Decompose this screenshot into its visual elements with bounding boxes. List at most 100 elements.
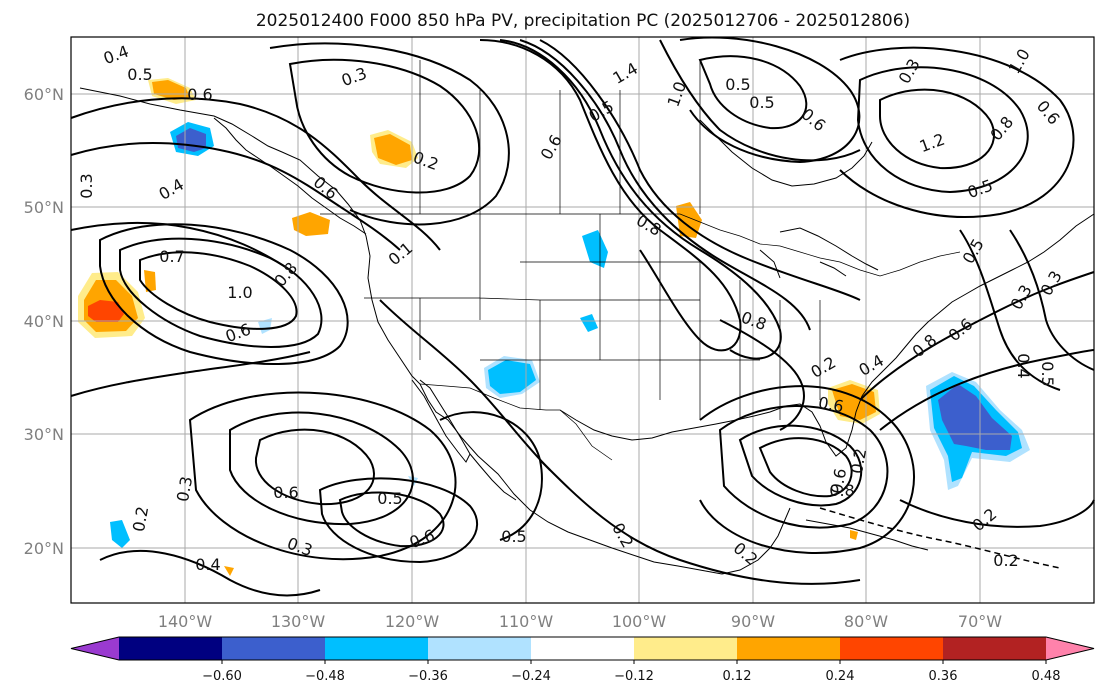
hudson-bay-coast — [699, 119, 873, 187]
lat-label: 50°N — [24, 198, 64, 217]
colorbar-tick-label: 0.48 — [1032, 669, 1061, 684]
pv-contour — [879, 349, 1095, 431]
pv-contour — [479, 39, 742, 352]
colorbar-bin — [737, 637, 841, 660]
colorbar-bin — [119, 637, 223, 660]
precip-positive-region — [144, 270, 156, 292]
pv-contours-dashed — [819, 507, 1061, 569]
precip-negative-region — [258, 318, 272, 334]
colorbar-extend-high — [1046, 637, 1094, 660]
lon-label: 140°W — [158, 612, 213, 631]
pv-contour — [679, 36, 861, 164]
colorbar-tick-label: −0.24 — [511, 669, 551, 684]
precip-positive-region — [292, 212, 330, 236]
pacific-coastline — [79, 87, 723, 575]
pv-contour — [738, 424, 863, 507]
latitude-labels: 60°N 50°N 40°N 30°N 20°N — [24, 85, 64, 558]
precip-positive-region — [224, 566, 234, 576]
precip-positive-region — [152, 80, 190, 100]
pv-contour — [318, 477, 478, 564]
colorbar-tick-label: 0.24 — [826, 669, 855, 684]
pv-contour — [698, 55, 808, 130]
colorbar-bin — [840, 637, 944, 660]
pv-contour — [659, 39, 861, 162]
us-mexico-border — [419, 383, 613, 461]
pv-contour — [99, 549, 321, 597]
lon-label: 90°W — [731, 612, 775, 631]
pv-contour — [119, 237, 323, 348]
colorbar-bin — [531, 637, 635, 660]
contour-label: 0.2 — [129, 505, 152, 533]
colorbar-tick-label: −0.60 — [202, 669, 242, 684]
colorbar-tick-label: 0.36 — [929, 669, 958, 684]
alaska-panhandle-coast — [213, 117, 367, 235]
baja-california-coast — [411, 379, 471, 463]
precip-negative-region — [488, 360, 536, 394]
lon-label: 70°W — [958, 612, 1002, 631]
pv-contour — [70, 351, 311, 397]
colorbar-bin — [428, 637, 532, 660]
longitude-labels: 140°W 130°W 120°W 110°W 100°W 90°W 80°W … — [158, 612, 1002, 631]
pv-contour — [139, 251, 298, 330]
precip-negative-region — [582, 230, 608, 268]
contour-label: 1.0 — [227, 283, 252, 302]
contour-label: 0.5 — [377, 489, 402, 508]
lon-label: 110°W — [499, 612, 554, 631]
colorbar-bin — [325, 637, 429, 660]
pv-contour — [719, 319, 805, 431]
pv-contour — [379, 299, 551, 471]
gridlines — [71, 37, 1094, 603]
contour-label: 0.7 — [159, 247, 184, 266]
cuba-coast — [805, 519, 929, 551]
contour-label: 0.3 — [173, 475, 196, 503]
colorbar-extend-low — [71, 637, 119, 660]
colorbar-tick-label: −0.36 — [408, 669, 448, 684]
pv-contour — [99, 223, 349, 366]
contour-label: 0.3 — [77, 173, 96, 198]
pv-contour — [338, 491, 445, 548]
precip-positive-region — [676, 202, 702, 238]
pv-contour — [254, 428, 375, 506]
contour-label: 0.4 — [1014, 353, 1033, 378]
lon-label: 130°W — [271, 612, 326, 631]
colorbar-bin — [943, 637, 1047, 660]
pv-contour-dashed — [819, 507, 1061, 569]
pv-contour — [269, 42, 510, 226]
pv-contour — [539, 39, 861, 301]
contour-label: 0.6 — [187, 85, 212, 104]
pv-contour — [758, 437, 853, 498]
contour-label: 0.5 — [127, 65, 152, 84]
pv-contour — [188, 391, 457, 561]
atlantic-coastline — [861, 213, 1095, 397]
lat-label: 20°N — [24, 539, 64, 558]
precip-negative-region — [580, 314, 598, 332]
pv-contour — [959, 229, 1061, 391]
pv-contour — [70, 97, 441, 251]
contour-label: 0.5 — [725, 75, 750, 94]
precip-positive-region — [850, 530, 858, 540]
contour-label: 0.5 — [501, 527, 526, 546]
colorbar-bin — [634, 637, 738, 660]
pv-contour — [70, 221, 291, 271]
map-panel: 0.4 0.5 0.6 0.3 0.4 1.0 0.7 0.8 0.6 0.3 … — [70, 36, 1095, 604]
gulf-of-california-coast — [469, 453, 517, 501]
pv-contour — [859, 271, 1095, 401]
contour-label: 0.5 — [1038, 361, 1057, 386]
lon-label: 120°W — [385, 612, 440, 631]
lat-label: 30°N — [24, 425, 64, 444]
pv-contour — [899, 499, 1095, 528]
pv-contour — [1009, 229, 1095, 371]
pv-contour — [718, 405, 889, 529]
pv-contours — [70, 36, 1095, 597]
contour-label: 0.6 — [827, 467, 850, 495]
contour-label: 0.2 — [993, 551, 1018, 570]
pv-contour — [519, 39, 811, 331]
pv-contour — [288, 58, 481, 194]
contour-label: 0.2 — [847, 447, 870, 475]
map-title: 2025012400 F000 850 hPa PV, precipitatio… — [256, 11, 910, 31]
lat-label: 60°N — [24, 85, 64, 104]
precip-positive-region — [88, 300, 124, 322]
contour-label: 0.6 — [817, 393, 845, 416]
colorbar-tick-label: −0.12 — [614, 669, 654, 684]
